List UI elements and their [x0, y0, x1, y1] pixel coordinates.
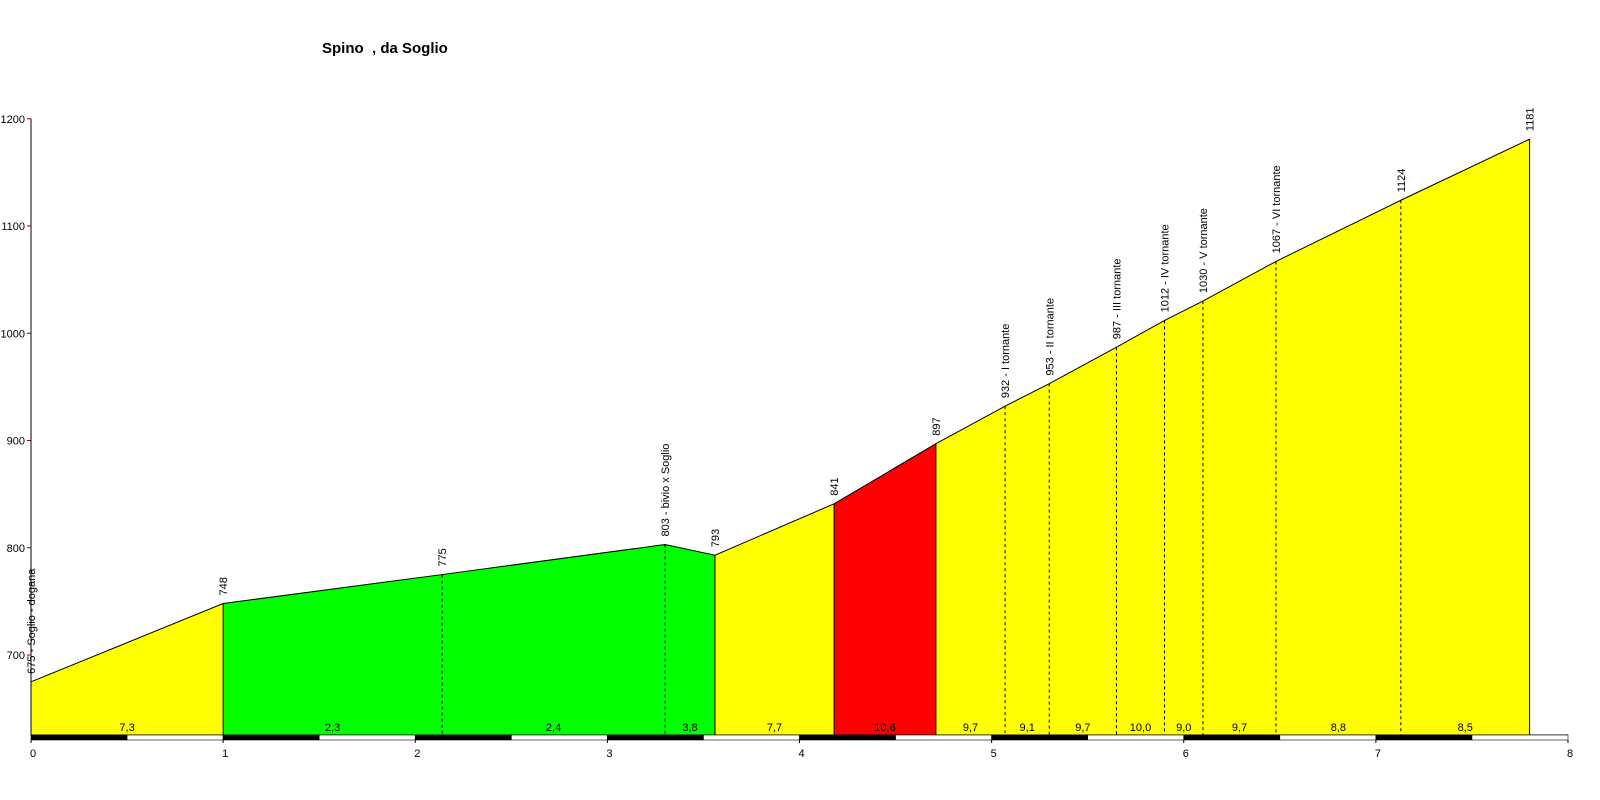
y-tick-label: 1200 [1, 114, 25, 126]
gradient-label: 9,7 [1232, 722, 1247, 734]
gradient-label: 7,3 [119, 722, 134, 734]
y-tick-label: 700 [7, 650, 25, 662]
segment-fill [1202, 261, 1276, 735]
waypoint-label: 793 [710, 529, 722, 547]
segment-fill [31, 603, 224, 735]
km-bar-segment [318, 734, 416, 741]
x-tick-label: 4 [798, 748, 804, 760]
gradient-label: 10,0 [1130, 722, 1151, 734]
segment-fill [442, 544, 666, 735]
km-bar-segment [1279, 734, 1377, 741]
gradient-label: 10,6 [874, 722, 895, 734]
gradient-label: 9,7 [1075, 722, 1090, 734]
gradient-label: 9,1 [1020, 722, 1035, 734]
waypoint-label: 932 - I tornante [1000, 324, 1012, 399]
waypoint-label: 897 [931, 417, 943, 435]
segment-fill [1275, 200, 1401, 735]
profile-line [30, 138, 1530, 683]
km-bar-segment [126, 734, 224, 741]
km-bar-segment [703, 734, 800, 741]
x-tick-label: 8 [1567, 748, 1573, 760]
gradient-label: 3,8 [682, 722, 697, 734]
waypoint-drop-lines [222, 200, 1402, 735]
waypoint-labels: 675 - Soglio - dogana 748 775 803 - bivio x… [26, 107, 1537, 673]
chart-title: Spino , da Soglio [322, 40, 448, 57]
y-tick-label: 800 [7, 543, 25, 555]
km-bar-segment [511, 734, 608, 741]
segment-fill [223, 574, 443, 735]
km-bar-segment [799, 734, 896, 741]
segment-fill [714, 503, 835, 735]
gradient-label: 9,7 [963, 722, 978, 734]
x-tick-label: 1 [222, 748, 228, 760]
waypoint-label: 675 - Soglio - dogana [26, 568, 38, 674]
y-tick-label: 1000 [1, 328, 25, 340]
segment-fill [834, 443, 936, 735]
x-tick-label: 2 [414, 748, 420, 760]
km-bar-segment [1183, 734, 1281, 741]
waypoint-label: 775 [437, 548, 449, 566]
km-bar-segment [1375, 734, 1473, 741]
waypoint-label: 803 - bivio x Soglio [660, 444, 672, 537]
x-tick-label: 3 [606, 748, 612, 760]
gradient-label: 8,8 [1331, 722, 1346, 734]
km-bar-segment [1471, 734, 1569, 741]
segment-fill [1116, 320, 1165, 735]
x-tick-label: 6 [1183, 748, 1189, 760]
waypoint-label: 841 [829, 477, 841, 495]
x-tick-label: 7 [1375, 748, 1381, 760]
gradient-label: 9,0 [1176, 722, 1191, 734]
km-bar-segment [991, 734, 1088, 741]
segment-fill [665, 544, 715, 735]
segment-fills [31, 139, 1530, 735]
gradient-label: 2,3 [325, 722, 340, 734]
waypoint-label: 1124 [1396, 169, 1408, 193]
waypoint-label: 1030 - V tornante [1198, 208, 1210, 293]
segment-fill [1005, 383, 1050, 735]
gradient-label: 7,7 [767, 722, 782, 734]
y-axis: 700 800 900 1000 1100 1200 [1, 114, 32, 735]
waypoint-label: 1012 - IV tornante [1160, 224, 1172, 312]
segment-fill [1049, 347, 1117, 735]
gradient-labels: 7,3 2,3 2,4 3,8 7,7 10,6 9,7 9,1 9,7 10,0 9,0 9,7 8,… [119, 722, 1472, 734]
segment-fill [935, 406, 1006, 735]
x-tick-label: 0 [30, 748, 36, 760]
km-bar-segment [607, 734, 704, 741]
km-bar-segment [222, 734, 320, 741]
gradient-label: 8,5 [1458, 722, 1473, 734]
waypoint-label: 987 - III tornante [1112, 258, 1124, 339]
waypoint-label: 953 - II tornante [1044, 298, 1056, 376]
km-bar-segment [30, 734, 128, 741]
y-tick-label: 1100 [1, 221, 25, 233]
segment-fill [1164, 301, 1203, 735]
segment-fill [1400, 139, 1530, 735]
x-tick-label: 5 [991, 748, 997, 760]
km-bar-segment [414, 734, 512, 741]
waypoint-label: 1067 - VI tornante [1271, 165, 1283, 253]
km-bar-segment [895, 734, 992, 741]
waypoint-label: 1181 [1525, 107, 1537, 131]
x-axis: 0 1 2 3 4 5 6 7 8 [30, 734, 1573, 760]
y-tick-label: 900 [7, 436, 25, 448]
waypoint-label: 748 [218, 577, 230, 595]
gradient-label: 2,4 [546, 722, 561, 734]
km-bar-segment [1087, 734, 1185, 741]
